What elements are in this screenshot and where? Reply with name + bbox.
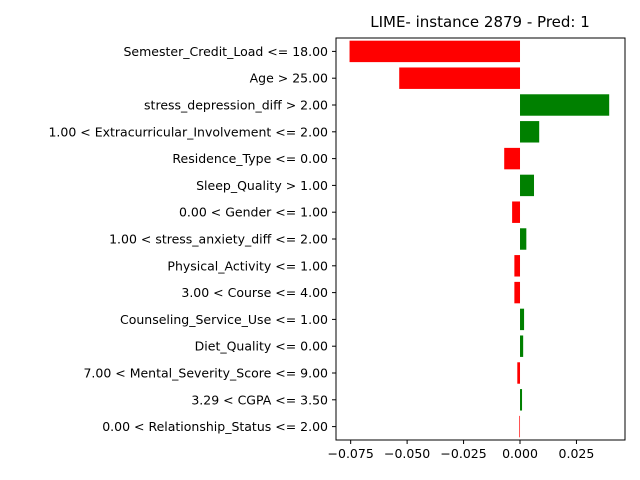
bar-5	[520, 174, 535, 197]
x-tick-label-1: −0.050	[384, 446, 430, 461]
y-tick-label-5: Sleep_Quality > 1.00	[196, 178, 328, 193]
y-tick-label-13: 3.29 < CGPA <= 3.50	[191, 392, 328, 407]
x-tick-label-4: 0.025	[559, 446, 595, 461]
bar-1	[399, 67, 521, 89]
bar-2	[520, 94, 610, 116]
y-tick-label-14: 0.00 < Relationship_Status <= 2.00	[102, 419, 328, 434]
bar-3	[520, 121, 540, 143]
y-tick-label-9: 3.00 < Course <= 4.00	[181, 285, 328, 300]
y-tick-label-12: 7.00 < Mental_Severity_Score <= 9.00	[83, 366, 328, 381]
bar-14	[519, 415, 521, 438]
y-axis-ticks: Semester_Credit_Load <= 18.00 Age > 25.00…	[48, 44, 336, 434]
bar-7	[520, 228, 527, 250]
y-tick-label-10: Counseling_Service_Use <= 1.00	[120, 312, 328, 327]
bar-12	[517, 362, 521, 384]
x-tick-label-3: 0.000	[502, 446, 538, 461]
bar-13	[520, 389, 523, 411]
y-tick-label-6: 0.00 < Gender <= 1.00	[179, 205, 328, 220]
plot-frame	[335, 37, 626, 441]
y-tick-label-0: Semester_Credit_Load <= 18.00	[124, 44, 329, 59]
y-tick-label-3: 1.00 < Extracurricular_Involvement <= 2.…	[48, 124, 328, 139]
x-axis-ticks: −0.075 −0.050 −0.025 0.000 0.025	[328, 440, 595, 461]
y-tick-label-4: Residence_Type <= 0.00	[172, 151, 328, 166]
bar-9	[514, 281, 521, 304]
y-tick-label-2: stress_depression_diff > 2.00	[144, 98, 328, 113]
bar-10	[520, 308, 525, 331]
bar-8	[514, 255, 521, 277]
x-tick-label-2: −0.025	[440, 446, 486, 461]
bar-4	[504, 147, 521, 170]
chart-title: LIME- instance 2879 - Pred: 1	[370, 13, 590, 31]
y-tick-label-11: Diet_Quality <= 0.00	[195, 339, 328, 354]
bar-6	[512, 201, 521, 223]
bars-group	[349, 40, 610, 438]
y-tick-label-8: Physical_Activity <= 1.00	[167, 258, 328, 273]
bar-11	[520, 335, 524, 357]
x-tick-label-0: −0.075	[328, 446, 374, 461]
y-tick-label-1: Age > 25.00	[250, 71, 328, 86]
y-tick-label-7: 1.00 < stress_anxiety_diff <= 2.00	[109, 232, 328, 247]
bar-0	[349, 40, 521, 63]
